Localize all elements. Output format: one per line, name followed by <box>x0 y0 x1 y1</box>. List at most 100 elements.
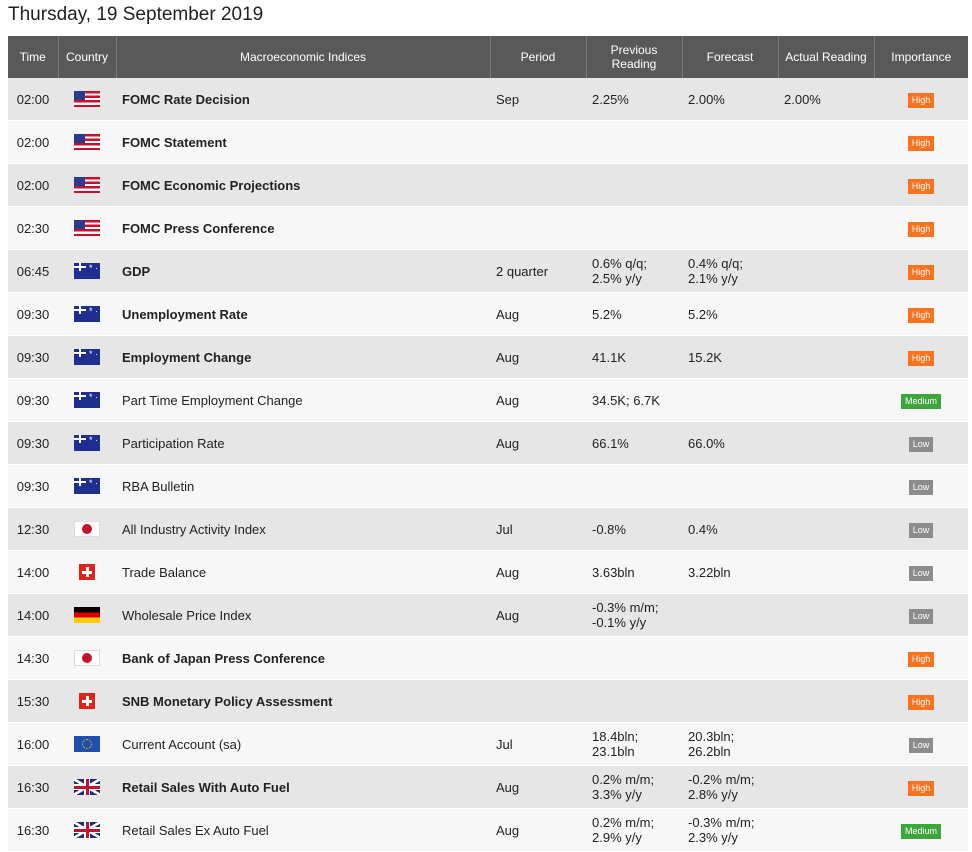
actual-reading <box>778 206 874 250</box>
country-cell <box>58 206 116 250</box>
indicator-name[interactable]: Retail Sales With Auto Fuel <box>116 765 490 809</box>
header-actual: Actual Reading <box>778 36 875 78</box>
forecast-value <box>682 163 778 207</box>
event-period: 2 quarter <box>490 249 586 293</box>
importance-badge: High <box>907 135 935 151</box>
importance-badge: Medium <box>900 393 941 409</box>
previous-reading: 18.4bln; 23.1bln <box>586 722 682 766</box>
actual-reading <box>778 507 874 551</box>
indicator-name[interactable]: GDP <box>116 249 490 293</box>
au-flag-icon <box>74 478 100 495</box>
previous-reading <box>586 464 682 508</box>
importance-badge: High <box>907 178 935 194</box>
indicator-name[interactable]: Part Time Employment Change <box>116 378 490 422</box>
importance-badge: High <box>907 651 935 667</box>
header-forecast: Forecast <box>682 36 779 78</box>
event-period: Sep <box>490 78 586 121</box>
us-flag-icon <box>74 177 100 194</box>
table-row: 09:30 Part Time Employment ChangeAug34.5K… <box>8 378 968 422</box>
forecast-value: 2.00% <box>682 78 778 121</box>
country-cell <box>58 722 116 766</box>
jp-flag-icon <box>74 650 100 667</box>
actual-reading <box>778 679 874 723</box>
event-period <box>490 206 586 250</box>
importance-cell: High <box>874 292 968 336</box>
indicator-name[interactable]: FOMC Economic Projections <box>116 163 490 207</box>
importance-cell: Low <box>874 421 968 465</box>
forecast-value <box>682 679 778 723</box>
au-flag-icon <box>74 306 100 323</box>
event-period: Aug <box>490 765 586 809</box>
event-period <box>490 464 586 508</box>
country-cell <box>58 335 116 379</box>
country-cell <box>58 765 116 809</box>
actual-reading <box>778 120 874 164</box>
indicator-name[interactable]: Unemployment Rate <box>116 292 490 336</box>
country-cell <box>58 421 116 465</box>
table-row: 02:00 FOMC Statement High <box>8 120 968 164</box>
importance-cell: Low <box>874 507 968 551</box>
previous-reading <box>586 206 682 250</box>
header-indices: Macroeconomic Indices <box>116 36 491 78</box>
table-row: 16:30 Retail Sales With Auto Fuel Aug 0.2% … <box>8 765 968 809</box>
previous-reading <box>586 120 682 164</box>
event-time: 09:30 <box>8 421 58 465</box>
indicator-name[interactable]: FOMC Rate Decision <box>116 78 490 121</box>
importance-badge: Medium <box>900 823 941 839</box>
table-row: 16:00 Current Account (sa) Jul 18.4bln; 23.… <box>8 722 968 766</box>
forecast-value: 3.22bln <box>682 550 778 594</box>
event-time: 09:30 <box>8 335 58 379</box>
country-cell <box>58 163 116 207</box>
uk-flag-icon <box>74 779 100 796</box>
indicator-name[interactable]: Wholesale Price Index <box>116 593 490 637</box>
forecast-value: -0.2% m/m; 2.8% y/y <box>682 765 778 809</box>
importance-cell: High <box>874 335 968 379</box>
ch-flag-icon <box>79 693 95 710</box>
indicator-name[interactable]: Current Account (sa) <box>116 722 490 766</box>
indicator-name[interactable]: FOMC Press Conference <box>116 206 490 250</box>
indicator-name[interactable]: Participation Rate <box>116 421 490 465</box>
indicator-name[interactable]: FOMC Statement <box>116 120 490 164</box>
actual-reading <box>778 421 874 465</box>
previous-reading: 5.2% <box>586 292 682 336</box>
event-period: Aug <box>490 593 586 637</box>
forecast-value: 15.2K <box>682 335 778 379</box>
actual-reading <box>778 550 874 594</box>
previous-reading: 66.1% <box>586 421 682 465</box>
forecast-value <box>682 593 778 637</box>
importance-badge: High <box>907 350 935 366</box>
event-period: Aug <box>490 378 586 422</box>
event-time: 02:30 <box>8 206 58 250</box>
forecast-value: 0.4% q/q; 2.1% y/y <box>682 249 778 293</box>
uk-flag-icon <box>74 822 100 839</box>
actual-reading <box>778 636 874 680</box>
event-time: 16:30 <box>8 765 58 809</box>
indicator-name[interactable]: RBA Bulletin <box>116 464 490 508</box>
importance-cell: Low <box>874 464 968 508</box>
event-time: 16:00 <box>8 722 58 766</box>
importance-badge: High <box>907 264 935 280</box>
importance-cell: Medium <box>874 808 968 852</box>
country-cell <box>58 636 116 680</box>
indicator-name[interactable]: SNB Monetary Policy Assessment <box>116 679 490 723</box>
indicator-name[interactable]: Trade Balance <box>116 550 490 594</box>
country-cell <box>58 249 116 293</box>
indicator-name[interactable]: Retail Sales Ex Auto Fuel <box>116 808 490 852</box>
indicator-name[interactable]: All Industry Activity Index <box>116 507 490 551</box>
indicator-name[interactable]: Bank of Japan Press Conference <box>116 636 490 680</box>
previous-reading <box>586 679 682 723</box>
country-cell <box>58 464 116 508</box>
table-row: 02:00 FOMC Rate Decision Sep 2.25% 2.00% 2.00… <box>8 78 968 121</box>
forecast-value <box>682 464 778 508</box>
header-period: Period <box>490 36 587 78</box>
importance-badge: High <box>907 92 935 108</box>
indicator-name[interactable]: Employment Change <box>116 335 490 379</box>
importance-cell: High <box>874 249 968 293</box>
importance-cell: High <box>874 765 968 809</box>
forecast-value: 66.0% <box>682 421 778 465</box>
forecast-value: 0.4% <box>682 507 778 551</box>
